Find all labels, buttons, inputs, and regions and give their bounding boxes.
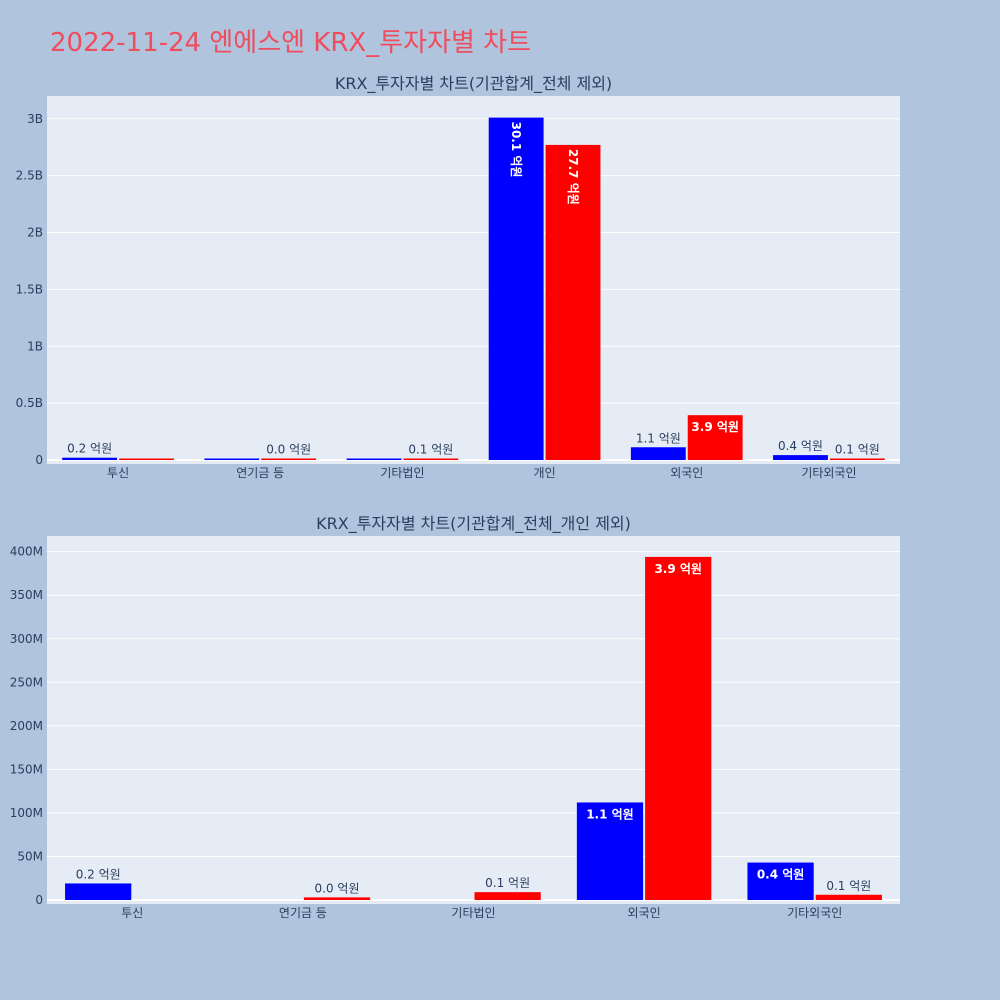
data-label: 0.2 억원 (67, 442, 112, 456)
data-label: 1.1 억원 (636, 431, 681, 445)
bar-series-0 (65, 883, 132, 900)
y-tick-label: 350M (10, 588, 43, 602)
bar-series-0 (62, 457, 118, 460)
bar-series-0 (346, 458, 402, 460)
bar-series-1 (645, 556, 712, 900)
data-label: 0.0 억원 (266, 443, 311, 457)
chart-1: 0 50M 100M 150M 200M 250M 300M 350M 400M 투신 0.2 억원… (10, 536, 900, 920)
data-label: 0.1 억원 (485, 876, 530, 890)
bar-series-0 (204, 458, 260, 460)
x-tick-label: 연기금 등 (236, 466, 284, 480)
bar-series-1 (303, 897, 371, 900)
data-label: 0.1 억원 (408, 443, 453, 457)
chart-title-top: KRX_투자자별 차트(기관합계_전체 제외) (334, 74, 613, 93)
bar-series-0 (747, 862, 814, 900)
y-tick-label: 100M (10, 806, 43, 820)
chart-title-bottom: KRX_투자자별 차트(기관합계_전체_개인 제외) (316, 514, 631, 533)
x-tick-label: 개인 (534, 466, 556, 480)
x-tick-label: 투신 (107, 466, 129, 480)
y-tick-label: 50M (17, 849, 43, 863)
y-tick-label: 150M (10, 762, 43, 776)
bar-series-0 (773, 455, 828, 460)
y-tick-label: 1B (27, 339, 43, 353)
data-label: 30.1 억원 (509, 122, 523, 178)
bar-series-1 (261, 458, 317, 460)
bar-series-1 (403, 458, 459, 460)
bar-series-1 (474, 892, 541, 900)
plot-area (47, 96, 900, 464)
y-tick-label: 2.5B (16, 169, 43, 183)
data-label: 1.1 억원 (586, 807, 634, 821)
data-label: 3.9 억원 (654, 562, 702, 576)
y-tick-label: 2B (27, 226, 43, 240)
data-label: 0.1 억원 (826, 879, 871, 893)
y-tick-label: 0 (35, 893, 43, 907)
y-tick-label: 0.5B (16, 396, 43, 410)
y-tick-label: 250M (10, 675, 43, 689)
x-tick-label: 기타법인 (380, 466, 424, 480)
bar-series-0 (630, 447, 686, 460)
bar-series-1 (815, 894, 882, 900)
data-label: 0.0 억원 (315, 881, 360, 895)
data-label: 27.7 억원 (566, 149, 580, 205)
x-tick-label: 기타외국인 (787, 906, 842, 920)
x-tick-label: 외국인 (628, 906, 661, 920)
data-label: 0.2 억원 (76, 867, 121, 881)
y-tick-label: 300M (10, 632, 43, 646)
x-tick-label: 기타법인 (451, 906, 495, 920)
y-tick-label: 1.5B (16, 282, 43, 296)
data-label: 0.1 억원 (835, 443, 880, 457)
x-tick-label: 연기금 등 (279, 906, 327, 920)
x-tick-label: 기타외국인 (801, 466, 856, 480)
bar-series-0 (488, 117, 544, 461)
y-tick-label: 200M (10, 719, 43, 733)
data-label: 3.9 억원 (691, 420, 739, 434)
y-tick-label: 0 (35, 453, 43, 467)
bar-series-0 (576, 802, 644, 900)
bar-series-1 (545, 144, 601, 460)
x-tick-label: 투신 (121, 906, 143, 920)
page-title: 2022-11-24 엔에스엔 KRX_투자자별 차트 (50, 28, 532, 58)
y-tick-label: 400M (10, 545, 43, 559)
bar-series-1 (829, 458, 885, 460)
plot-area (47, 536, 900, 904)
data-label: 0.4 억원 (757, 868, 805, 882)
x-tick-label: 외국인 (670, 466, 703, 480)
y-tick-label: 3B (27, 112, 43, 126)
bar-series-1 (119, 458, 174, 460)
data-label: 0.4 억원 (778, 439, 823, 453)
bar-series-1 (687, 415, 743, 460)
